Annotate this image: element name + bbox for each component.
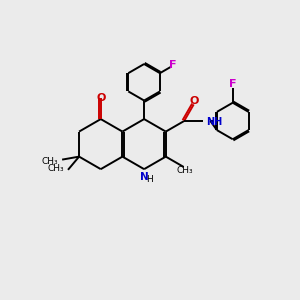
- Text: F: F: [169, 60, 176, 70]
- Text: O: O: [189, 96, 198, 106]
- Text: F: F: [229, 79, 236, 89]
- Text: CH₃: CH₃: [41, 157, 58, 166]
- Text: CH₃: CH₃: [176, 166, 193, 175]
- Text: CH₃: CH₃: [47, 164, 64, 173]
- Text: NH: NH: [206, 118, 222, 128]
- Text: O: O: [96, 94, 105, 103]
- Text: H: H: [146, 175, 153, 184]
- Text: N: N: [140, 172, 148, 182]
